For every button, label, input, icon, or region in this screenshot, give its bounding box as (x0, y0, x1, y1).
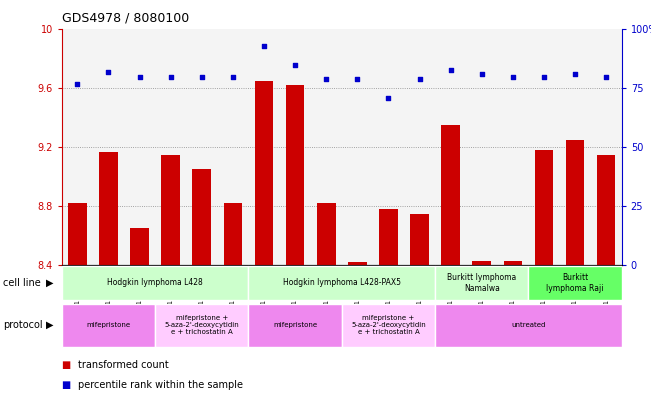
Bar (529, 266, 622, 300)
Bar (249, 266, 435, 300)
Bar (255, 81, 273, 265)
Text: mifepristone +
5-aza-2'-deoxycytidin
e + trichostatin A: mifepristone + 5-aza-2'-deoxycytidin e +… (351, 315, 426, 335)
Bar (317, 204, 335, 265)
Bar (130, 228, 149, 265)
Bar (161, 155, 180, 265)
Bar (62, 29, 93, 265)
Bar (497, 29, 529, 265)
Bar (529, 29, 559, 265)
Bar (249, 303, 342, 347)
Bar (286, 86, 305, 265)
Point (508, 73, 518, 80)
Point (290, 62, 300, 68)
Bar (186, 29, 217, 265)
Point (197, 73, 207, 80)
Text: protocol: protocol (3, 320, 43, 330)
Bar (68, 204, 87, 265)
Point (601, 73, 611, 80)
Bar (435, 29, 466, 265)
Bar (534, 151, 553, 265)
Bar (279, 29, 311, 265)
Bar (62, 266, 249, 300)
Bar (217, 29, 249, 265)
Point (104, 69, 114, 75)
Bar (590, 29, 622, 265)
Bar (193, 169, 211, 265)
Bar (503, 261, 522, 265)
Bar (441, 125, 460, 265)
Text: Hodgkin lymphoma L428-PAX5: Hodgkin lymphoma L428-PAX5 (283, 279, 401, 287)
Point (445, 66, 456, 73)
Text: ▶: ▶ (46, 278, 53, 288)
Text: untreated: untreated (511, 322, 546, 328)
Text: Burkitt lymphoma
Namalwa: Burkitt lymphoma Namalwa (447, 273, 516, 293)
Bar (155, 29, 186, 265)
Bar (99, 152, 118, 265)
Bar (348, 263, 367, 265)
Point (165, 73, 176, 80)
Text: mifepristone +
5-aza-2'-deoxycytidin
e + trichostatin A: mifepristone + 5-aza-2'-deoxycytidin e +… (165, 315, 239, 335)
Bar (311, 29, 342, 265)
Bar (223, 204, 242, 265)
Text: mifepristone: mifepristone (273, 322, 317, 328)
Bar (62, 303, 155, 347)
Text: percentile rank within the sample: percentile rank within the sample (78, 380, 243, 390)
Bar (597, 155, 615, 265)
Point (539, 73, 549, 80)
Bar (559, 29, 590, 265)
Point (134, 73, 145, 80)
Bar (379, 209, 398, 265)
Point (477, 71, 487, 77)
Bar (155, 303, 249, 347)
Bar (249, 29, 279, 265)
Bar (342, 29, 373, 265)
Bar (342, 303, 435, 347)
Point (352, 76, 363, 82)
Point (414, 76, 424, 82)
Bar (466, 29, 497, 265)
Point (570, 71, 580, 77)
Text: ■: ■ (62, 360, 74, 371)
Text: Hodgkin lymphoma L428: Hodgkin lymphoma L428 (107, 279, 203, 287)
Point (321, 76, 331, 82)
Point (383, 95, 394, 101)
Bar (473, 261, 491, 265)
Point (72, 81, 83, 87)
Text: GDS4978 / 8080100: GDS4978 / 8080100 (62, 12, 189, 25)
Text: ■: ■ (62, 380, 74, 390)
Bar (404, 29, 435, 265)
Bar (373, 29, 404, 265)
Bar (566, 140, 585, 265)
Bar (124, 29, 155, 265)
Point (228, 73, 238, 80)
Bar (93, 29, 124, 265)
Text: ▶: ▶ (46, 320, 53, 330)
Bar (435, 266, 529, 300)
Text: Burkitt
lymphoma Raji: Burkitt lymphoma Raji (546, 273, 603, 293)
Bar (435, 303, 622, 347)
Point (259, 43, 270, 49)
Text: cell line: cell line (3, 278, 41, 288)
Text: mifepristone: mifepristone (87, 322, 131, 328)
Text: transformed count: transformed count (78, 360, 169, 371)
Bar (410, 214, 429, 265)
